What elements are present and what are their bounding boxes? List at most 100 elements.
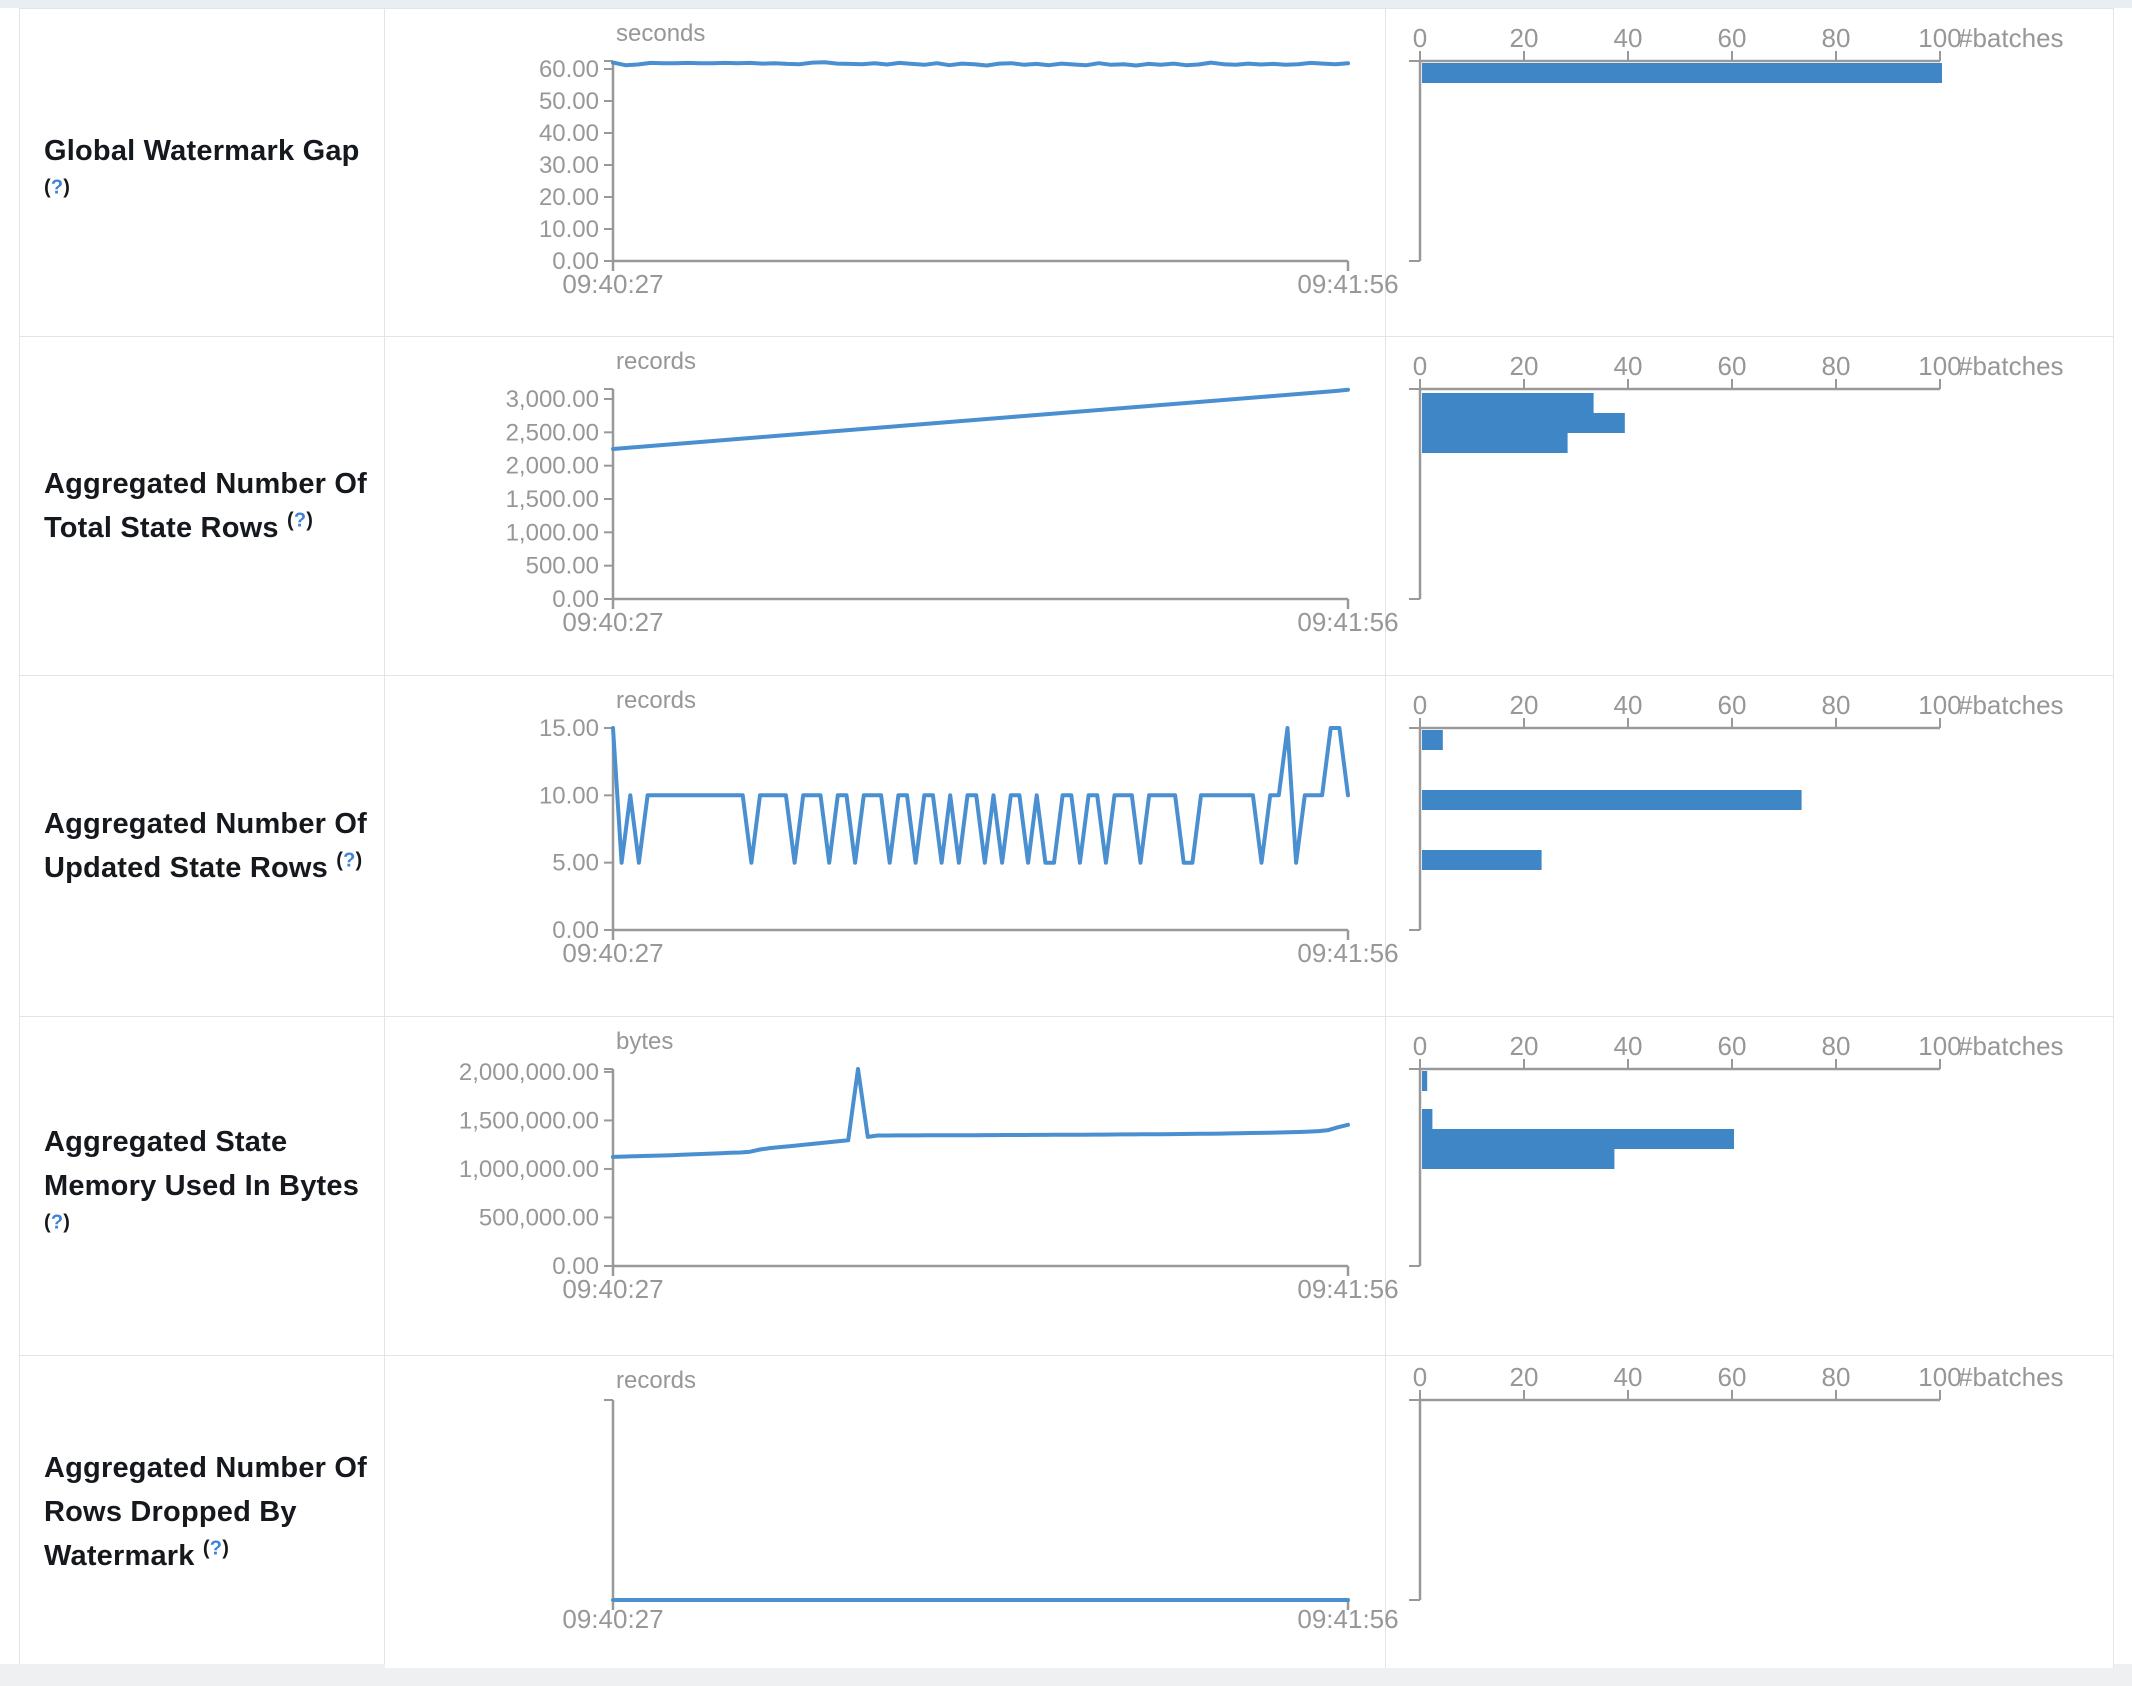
histogram-bar	[1422, 730, 1443, 750]
histogram-bar	[1422, 1071, 1428, 1091]
histogram-chart: 0 20 40 60 80 100#batches	[1409, 690, 2064, 931]
timeline-chart: bytes 0.00 500,000.00 1,000,000.00 1,500,000…	[459, 1028, 1399, 1304]
hist-unit-label: #batches	[1958, 690, 2064, 720]
metric-row: Aggregated Number Of Rows Dropped By Wat…	[20, 1356, 2114, 1669]
hist-x-tick-label: 80	[1822, 351, 1851, 381]
timeline-cell: records 0.00 5.00 10.00 15.00 09:40:27 09:41:5…	[385, 676, 1399, 1016]
hist-x-tick-label: 20	[1510, 351, 1539, 381]
help-paren-open: (	[286, 509, 294, 532]
histogram-cell: 0 20 40 60 80 100 #batches	[1386, 1356, 2114, 1668]
y-tick-label: 40.00	[539, 120, 599, 147]
y-tick-label: 10.00	[539, 216, 599, 243]
y-tick-label: 10.00	[539, 782, 599, 809]
hist-x-tick-label: 100	[1918, 1031, 1961, 1061]
chart-unit-label: records	[616, 348, 696, 375]
hist-unit-label: #batches	[1958, 1362, 2064, 1392]
hist-x-tick-label: 80	[1822, 23, 1851, 53]
help-paren-open: (	[202, 1537, 210, 1560]
hist-x-tick-label: 80	[1822, 1362, 1851, 1392]
hist-x-tick-label: 60	[1718, 23, 1747, 53]
hist-x-tick-label: 80	[1822, 1031, 1851, 1061]
help-link[interactable]: (?)	[336, 849, 362, 871]
hist-x-tick-label: 0	[1413, 351, 1427, 381]
hist-unit-label: #batches	[1958, 23, 2064, 53]
hist-x-tick-label: 20	[1510, 1031, 1539, 1061]
hist-x-tick-label: 20	[1510, 690, 1539, 720]
hist-x-tick-label: 80	[1822, 690, 1851, 720]
series-line	[611, 726, 1350, 865]
x-axis-end-label: 09:41:56	[1297, 1604, 1398, 1634]
y-tick-label: 5.00	[552, 850, 599, 877]
histogram-chart: 0 20 40 60 80 100#batches	[1409, 23, 2064, 262]
help-question-icon[interactable]: ?	[343, 849, 356, 872]
page-top-strip	[0, 0, 2132, 8]
help-paren-open: (	[44, 175, 51, 198]
help-link[interactable]: (?)	[287, 509, 313, 531]
help-paren-close: )	[306, 509, 314, 532]
metric-label-cell: Aggregated Number Of Total State Rows (?…	[20, 337, 385, 675]
metric-label-text: Aggregated State Memory Used In Bytes	[44, 1126, 360, 1202]
metric-label: Aggregated State Memory Used In Bytes (?…	[20, 1120, 384, 1252]
series-line	[611, 387, 1350, 451]
help-question-icon[interactable]: ?	[209, 1537, 223, 1560]
x-axis-start-label: 09:40:27	[562, 1604, 663, 1634]
timeline-cell: bytes 0.00 500,000.00 1,000,000.00 1,500,000…	[385, 1017, 1399, 1355]
x-axis-start-label: 09:40:27	[562, 607, 663, 637]
hist-x-tick-label: 40	[1614, 23, 1643, 53]
help-question-icon[interactable]: ?	[50, 1211, 64, 1234]
metric-label: Aggregated Number Of Rows Dropped By Wat…	[20, 1446, 384, 1578]
y-tick-label: 500.00	[526, 553, 599, 580]
x-axis-start-label: 09:40:27	[562, 938, 663, 968]
x-axis-end-label: 09:41:56	[1297, 607, 1398, 637]
help-link[interactable]: (?)	[44, 1211, 70, 1233]
page-bottom-strip	[0, 1664, 2132, 1686]
histogram-bar	[1422, 790, 1802, 810]
y-tick-label: 0.00	[552, 248, 599, 275]
y-tick-label: 0.00	[552, 586, 599, 613]
histogram-cell: 0 20 40 60 80 100 #batches	[1386, 337, 2114, 675]
help-question-icon[interactable]: ?	[293, 509, 307, 532]
histogram-bar	[1422, 1109, 1433, 1129]
help-paren-open: (	[44, 1211, 51, 1234]
x-axis-end-label: 09:41:56	[1297, 938, 1398, 968]
help-paren-open: (	[336, 849, 344, 872]
metric-row: Global Watermark Gap (?) seconds 0.00 10.0…	[20, 9, 2114, 337]
hist-unit-label: #batches	[1958, 1031, 2064, 1061]
hist-x-tick-label: 60	[1718, 1362, 1747, 1392]
help-link[interactable]: (?)	[203, 1537, 229, 1559]
metric-label-text: Aggregated Number Of Updated State Rows	[44, 808, 368, 884]
histogram-cell: 0 20 40 60 80 100 #batches	[1386, 676, 2114, 1016]
metric-row: Aggregated Number Of Total State Rows (?…	[20, 337, 2114, 676]
y-tick-label: 60.00	[539, 56, 599, 83]
hist-x-tick-label: 40	[1614, 690, 1643, 720]
help-paren-close: )	[222, 1537, 230, 1560]
chart-unit-label: bytes	[616, 1028, 673, 1055]
series-line	[611, 60, 1350, 68]
histogram-bar	[1422, 1149, 1615, 1169]
histogram-bar	[1422, 63, 1942, 83]
y-tick-label: 50.00	[539, 88, 599, 115]
help-question-icon[interactable]: ?	[50, 175, 64, 198]
timeline-cell: records 09:40:27 09:41:56	[385, 1356, 1399, 1668]
help-link[interactable]: (?)	[44, 176, 70, 198]
y-tick-label: 3,000.00	[506, 386, 599, 413]
metric-label-text: Global Watermark Gap	[44, 134, 360, 167]
y-tick-label: 0.00	[552, 917, 599, 944]
timeline-chart: records 0.00 500.00 1,000.00 1,500.00 2,000.0…	[506, 348, 1399, 637]
hist-x-tick-label: 60	[1718, 1031, 1747, 1061]
y-tick-label: 0.00	[552, 1253, 599, 1280]
metric-label-cell: Aggregated Number Of Rows Dropped By Wat…	[20, 1356, 385, 1668]
metric-label-cell: Aggregated State Memory Used In Bytes (?…	[20, 1017, 385, 1355]
x-axis-start-label: 09:40:27	[562, 269, 663, 299]
histogram-bar	[1422, 1129, 1734, 1149]
hist-x-tick-label: 100	[1918, 23, 1961, 53]
y-tick-label: 1,500,000.00	[459, 1107, 599, 1134]
hist-x-tick-label: 100	[1918, 690, 1961, 720]
metrics-table: Global Watermark Gap (?) seconds 0.00 10.0…	[19, 8, 2114, 1669]
metric-label-cell: Aggregated Number Of Updated State Rows …	[20, 676, 385, 1016]
x-axis-start-label: 09:40:27	[562, 1274, 663, 1304]
metric-row: Aggregated Number Of Updated State Rows …	[20, 676, 2114, 1017]
y-tick-label: 30.00	[539, 152, 599, 179]
x-axis-end-label: 09:41:56	[1297, 269, 1398, 299]
y-tick-label: 2,500.00	[506, 419, 599, 446]
